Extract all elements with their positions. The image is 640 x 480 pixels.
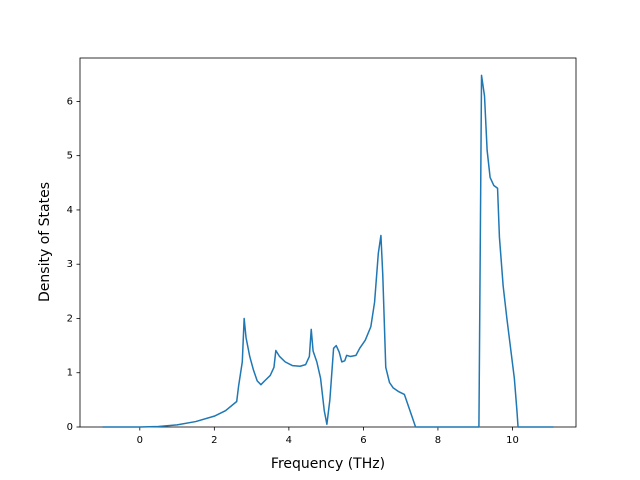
x-axis-label: Frequency (THz) bbox=[271, 456, 385, 472]
y-tick-label: 0 bbox=[67, 422, 73, 433]
x-tick-label: 4 bbox=[286, 435, 292, 446]
y-tick-label: 6 bbox=[67, 96, 73, 107]
x-tick-label: 10 bbox=[506, 435, 519, 446]
y-tick-label: 2 bbox=[67, 313, 73, 324]
x-tick-label: 2 bbox=[211, 435, 217, 446]
dos-line bbox=[102, 74, 554, 428]
x-tick-label: 6 bbox=[360, 435, 366, 446]
y-axis-label: Density of States bbox=[37, 182, 53, 302]
y-tick-label: 4 bbox=[67, 205, 73, 216]
x-tick-label: 8 bbox=[435, 435, 441, 446]
axes-frame bbox=[79, 57, 577, 428]
y-tick-label: 3 bbox=[67, 259, 73, 270]
y-tick-label: 5 bbox=[67, 151, 73, 162]
x-tick-label: 0 bbox=[137, 435, 143, 446]
y-tick-label: 1 bbox=[67, 368, 73, 379]
